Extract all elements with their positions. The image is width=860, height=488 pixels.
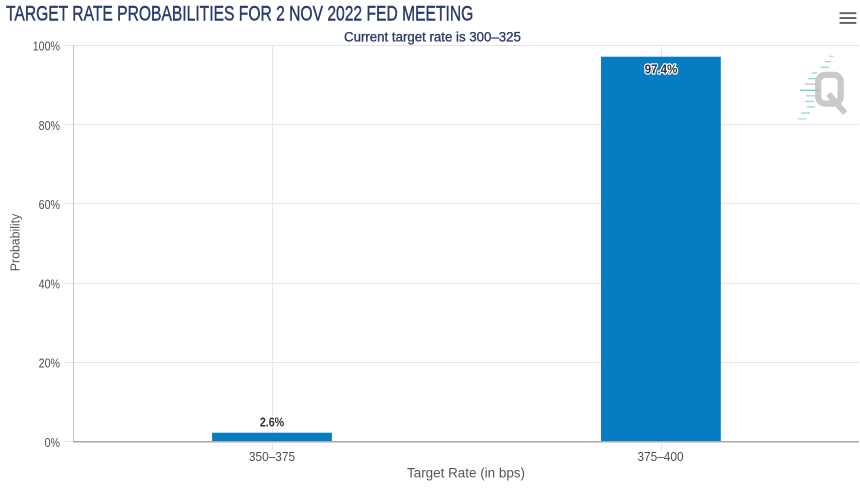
svg-text:Target Rate (in bps): Target Rate (in bps) [407,465,525,480]
svg-text:2.6%: 2.6% [260,416,285,430]
svg-text:97.4%: 97.4% [645,62,678,77]
svg-text:375–400: 375–400 [637,449,683,464]
svg-text:Current target rate is 300–325: Current target rate is 300–325 [344,29,521,44]
svg-text:100%: 100% [33,39,61,54]
svg-text:350–375: 350–375 [249,449,295,464]
svg-text:40%: 40% [39,276,61,291]
svg-text:80%: 80% [39,118,61,133]
svg-text:20%: 20% [39,356,61,371]
svg-text:Probability: Probability [8,213,22,271]
svg-text:TARGET RATE PROBABILITIES FOR: TARGET RATE PROBABILITIES FOR 2 NOV 2022… [6,1,473,25]
svg-text:60%: 60% [39,197,61,212]
svg-text:0%: 0% [45,435,61,450]
